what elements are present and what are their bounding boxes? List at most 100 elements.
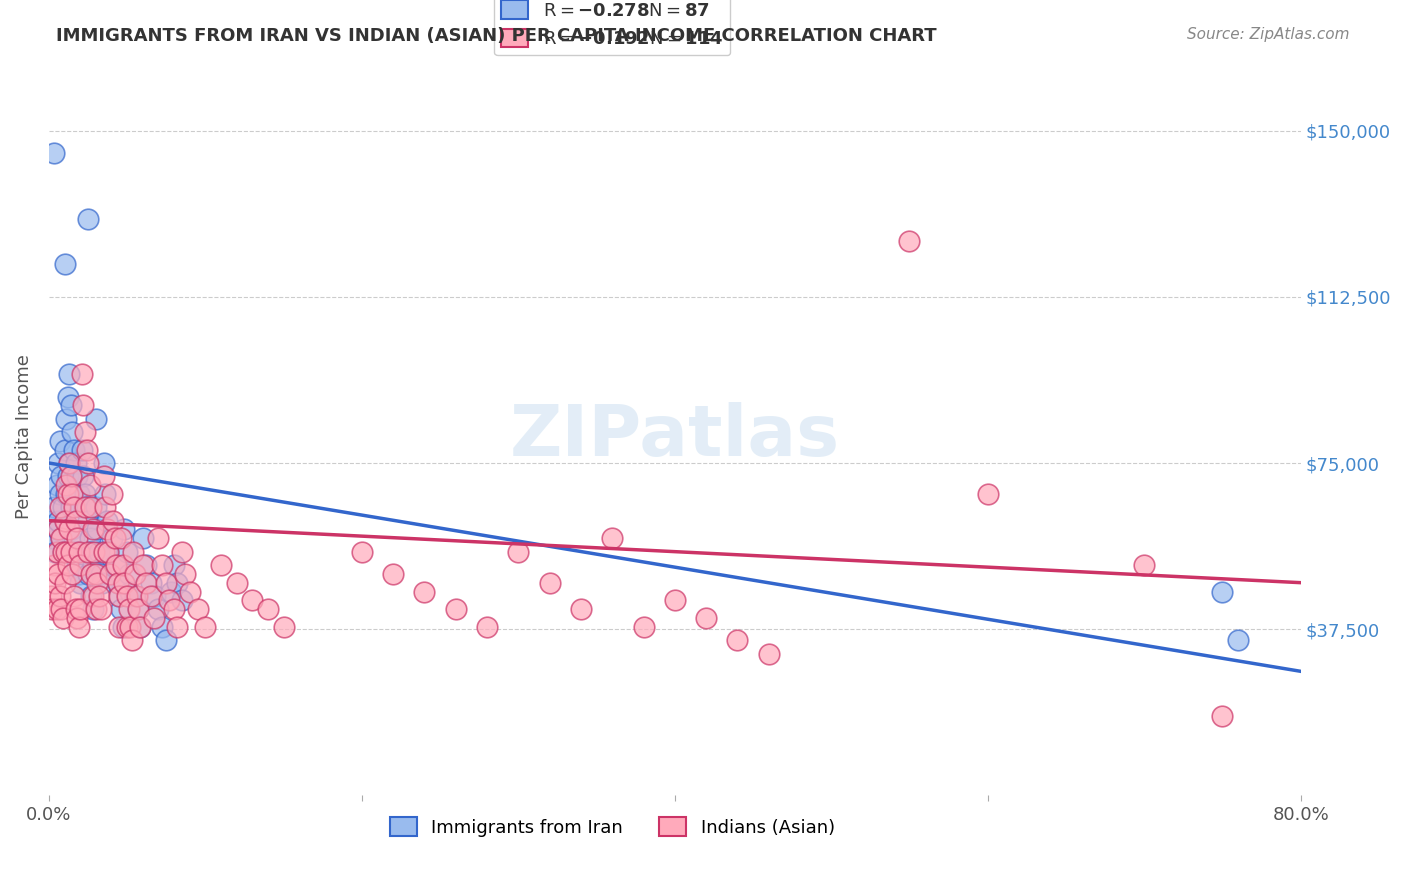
Point bbox=[475, 620, 498, 634]
Point bbox=[82, 589, 104, 603]
Point bbox=[51, 469, 73, 483]
Point bbox=[73, 544, 96, 558]
Point bbox=[44, 544, 66, 558]
Point bbox=[100, 532, 122, 546]
Point bbox=[80, 589, 103, 603]
Point bbox=[187, 602, 209, 616]
Point bbox=[96, 523, 118, 537]
Point bbox=[142, 611, 165, 625]
Point bbox=[80, 500, 103, 515]
Point bbox=[79, 532, 101, 546]
Point bbox=[59, 544, 82, 558]
Text: Source: ZipAtlas.com: Source: ZipAtlas.com bbox=[1187, 27, 1350, 42]
Point bbox=[108, 620, 131, 634]
Point bbox=[58, 523, 80, 537]
Point bbox=[69, 558, 91, 572]
Point bbox=[96, 514, 118, 528]
Point bbox=[240, 593, 263, 607]
Point bbox=[155, 633, 177, 648]
Point bbox=[382, 566, 405, 581]
Point bbox=[45, 544, 67, 558]
Point bbox=[58, 368, 80, 382]
Point bbox=[45, 478, 67, 492]
Point bbox=[56, 558, 79, 572]
Point bbox=[42, 145, 65, 160]
Point bbox=[139, 575, 162, 590]
Point bbox=[111, 558, 134, 572]
Point bbox=[67, 620, 90, 634]
Point bbox=[155, 575, 177, 590]
Point bbox=[128, 620, 150, 634]
Point bbox=[93, 456, 115, 470]
Point bbox=[97, 544, 120, 558]
Point bbox=[45, 602, 67, 616]
Point bbox=[150, 620, 173, 634]
Point bbox=[48, 514, 70, 528]
Point bbox=[121, 633, 143, 648]
Point bbox=[132, 558, 155, 572]
Point bbox=[1227, 633, 1250, 648]
Point bbox=[101, 514, 124, 528]
Point bbox=[53, 575, 76, 590]
Point bbox=[1211, 584, 1233, 599]
Point bbox=[350, 544, 373, 558]
Point bbox=[125, 589, 148, 603]
Point bbox=[179, 584, 201, 599]
Point bbox=[79, 478, 101, 492]
Point bbox=[48, 523, 70, 537]
Point bbox=[56, 390, 79, 404]
Point bbox=[107, 575, 129, 590]
Point bbox=[82, 602, 104, 616]
Point bbox=[44, 575, 66, 590]
Point bbox=[160, 584, 183, 599]
Point bbox=[70, 442, 93, 457]
Point bbox=[53, 256, 76, 270]
Point bbox=[87, 589, 110, 603]
Point bbox=[41, 532, 63, 546]
Point bbox=[97, 544, 120, 558]
Point bbox=[59, 469, 82, 483]
Point bbox=[104, 558, 127, 572]
Point bbox=[53, 514, 76, 528]
Point bbox=[124, 566, 146, 581]
Point bbox=[108, 589, 131, 603]
Point bbox=[62, 425, 84, 439]
Point bbox=[77, 544, 100, 558]
Point bbox=[63, 500, 86, 515]
Point bbox=[139, 589, 162, 603]
Point bbox=[76, 500, 98, 515]
Point bbox=[166, 620, 188, 634]
Point bbox=[62, 566, 84, 581]
Point bbox=[48, 456, 70, 470]
Point bbox=[166, 575, 188, 590]
Point bbox=[100, 487, 122, 501]
Point bbox=[69, 575, 91, 590]
Point bbox=[633, 620, 655, 634]
Point bbox=[148, 602, 170, 616]
Point bbox=[51, 532, 73, 546]
Point bbox=[538, 575, 561, 590]
Point bbox=[1211, 708, 1233, 723]
Point bbox=[72, 469, 94, 483]
Point bbox=[63, 589, 86, 603]
Point bbox=[66, 611, 89, 625]
Point bbox=[73, 487, 96, 501]
Point bbox=[66, 532, 89, 546]
Point bbox=[115, 544, 138, 558]
Point bbox=[758, 647, 780, 661]
Point bbox=[58, 456, 80, 470]
Point bbox=[49, 500, 72, 515]
Point bbox=[66, 558, 89, 572]
Point bbox=[80, 544, 103, 558]
Point bbox=[55, 411, 77, 425]
Point bbox=[53, 514, 76, 528]
Point bbox=[62, 487, 84, 501]
Point bbox=[48, 566, 70, 581]
Point bbox=[444, 602, 467, 616]
Point bbox=[108, 589, 131, 603]
Point bbox=[77, 514, 100, 528]
Point bbox=[55, 478, 77, 492]
Point bbox=[93, 469, 115, 483]
Point bbox=[127, 602, 149, 616]
Point bbox=[73, 500, 96, 515]
